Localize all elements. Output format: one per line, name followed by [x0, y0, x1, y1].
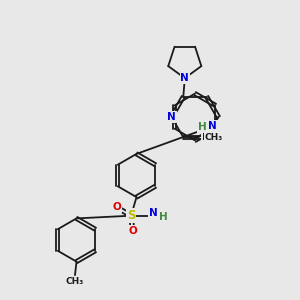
Text: H: H: [198, 122, 207, 132]
Text: S: S: [127, 209, 135, 222]
Text: O: O: [112, 202, 121, 212]
Text: N: N: [202, 132, 211, 142]
Text: N: N: [180, 73, 189, 83]
Text: N: N: [208, 121, 217, 131]
Text: CH₃: CH₃: [204, 133, 223, 142]
Text: CH₃: CH₃: [66, 277, 84, 286]
Text: O: O: [128, 226, 137, 236]
Text: N: N: [167, 112, 176, 122]
Text: N: N: [149, 208, 158, 218]
Text: H: H: [159, 212, 168, 222]
